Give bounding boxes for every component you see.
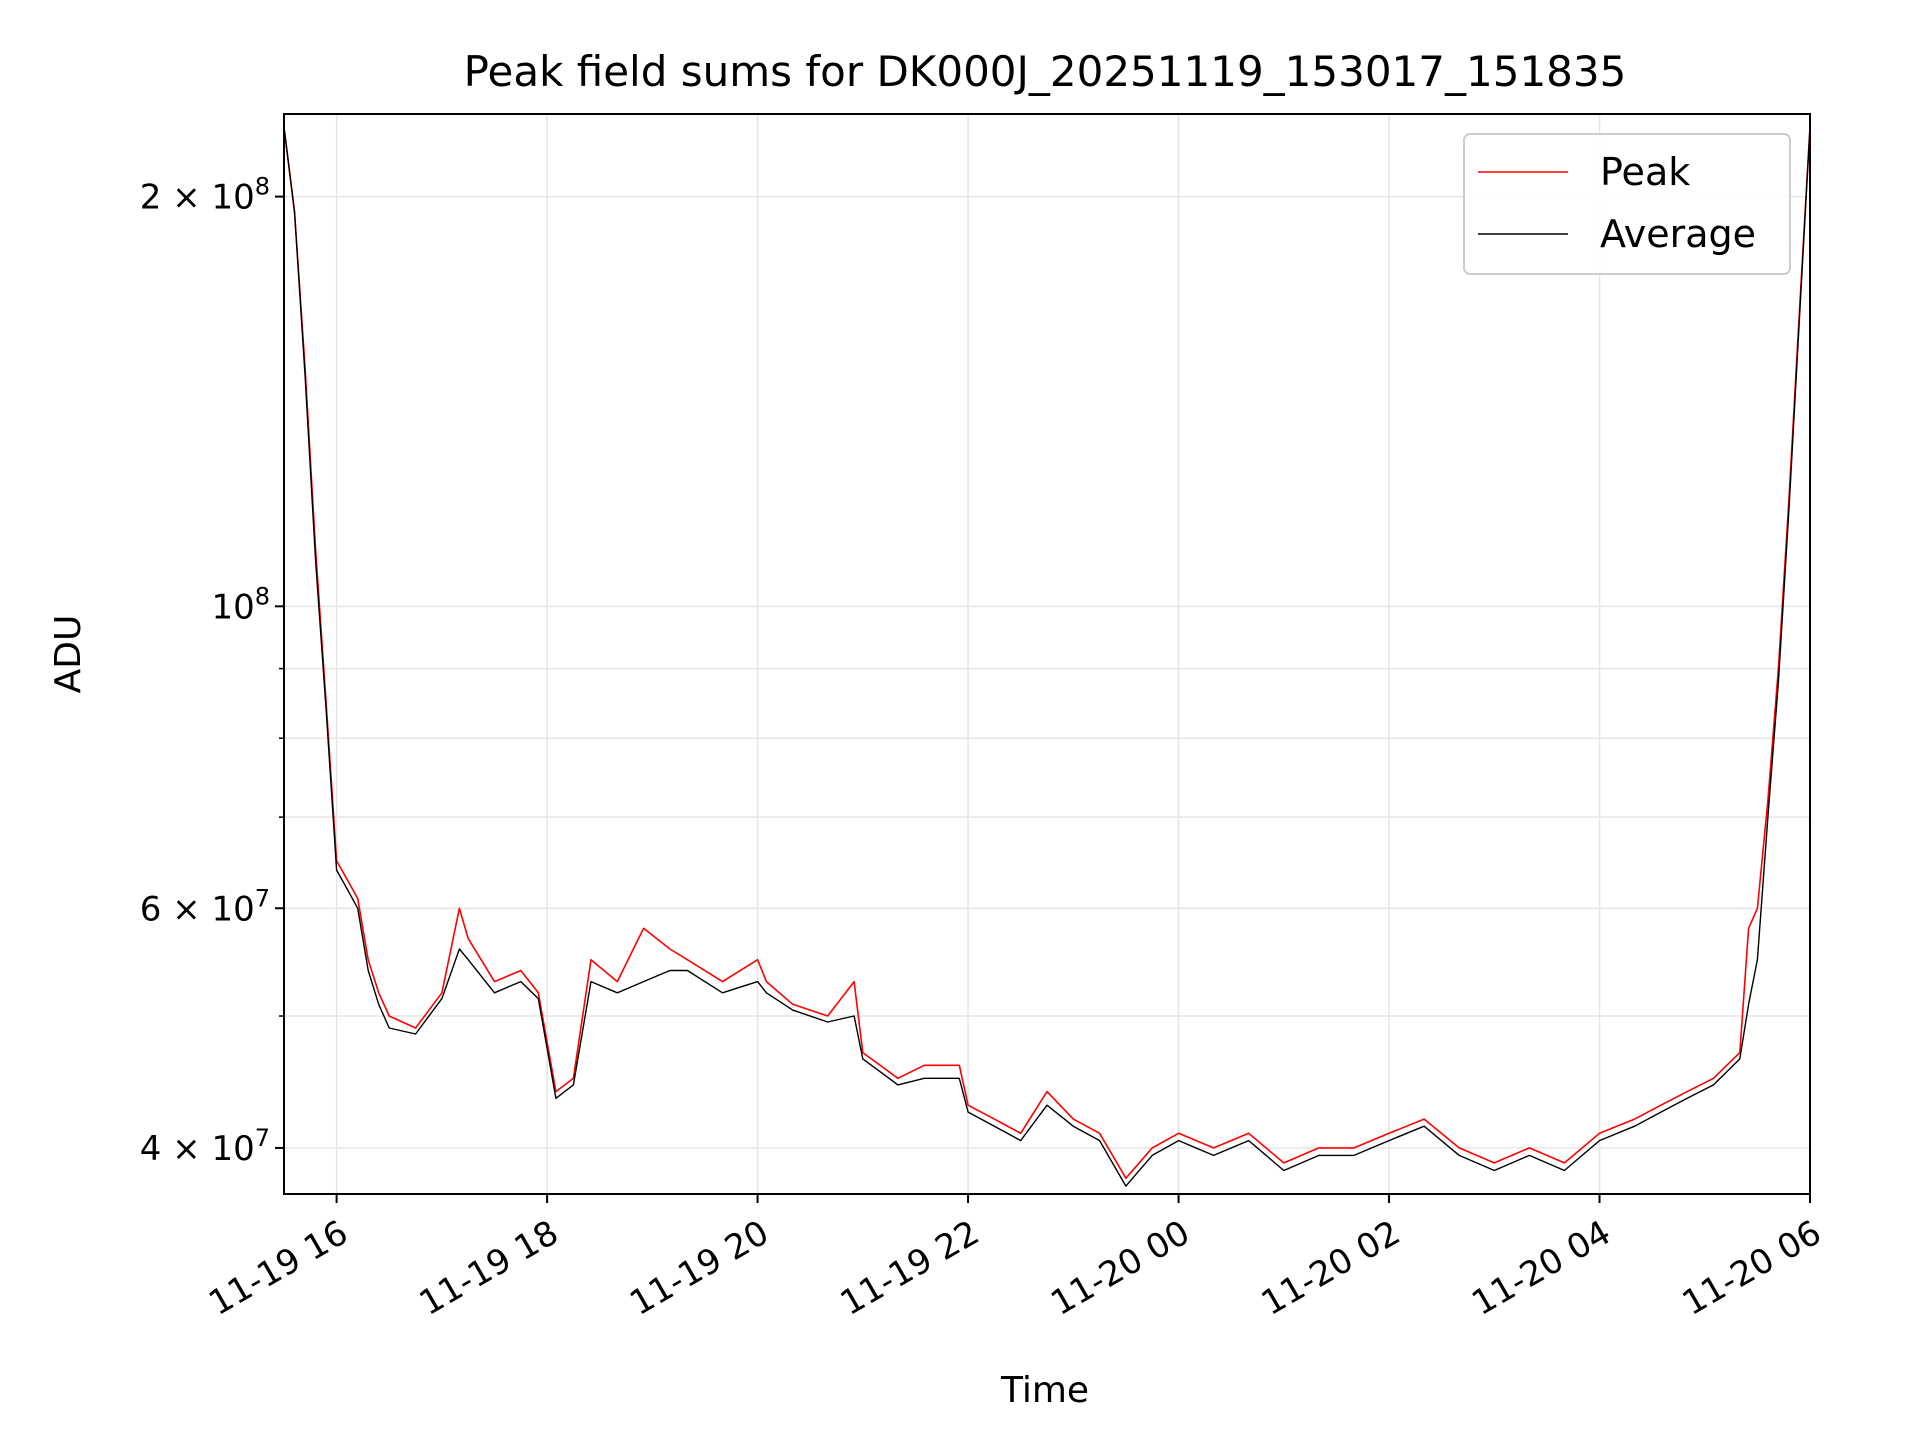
x-tick-label: 11-19 16	[202, 1213, 354, 1324]
y-axis-label: ADU	[48, 615, 89, 694]
y-tick-label: 2 × 108	[140, 173, 270, 218]
legend-label-peak: Peak	[1600, 150, 1690, 194]
x-tick-label: 11-20 04	[1465, 1213, 1617, 1324]
y-axis: 4 × 107 6 × 107 108 2 × 108	[140, 173, 284, 1169]
x-tick-label: 11-19 18	[413, 1213, 565, 1324]
x-tick-label: 11-19 22	[834, 1213, 986, 1324]
y-tick-label: 4 × 107	[140, 1124, 270, 1169]
x-tick-label: 11-20 06	[1676, 1213, 1828, 1324]
plot-frame	[283, 113, 1811, 1195]
series-line-peak	[283, 126, 1811, 1179]
series-line-average	[283, 126, 1811, 1187]
x-tick-label: 11-20 00	[1044, 1213, 1196, 1324]
x-axis-label: Time	[1000, 1370, 1089, 1411]
x-tick-label: 11-19 20	[623, 1213, 775, 1324]
legend: Peak Average	[1463, 133, 1791, 275]
plot-series	[283, 126, 1811, 1187]
x-tick-label: 11-20 02	[1255, 1213, 1407, 1324]
y-tick-label: 108	[211, 582, 270, 627]
grid	[284, 114, 1811, 1194]
y-tick-label: 6 × 107	[140, 884, 270, 929]
x-axis: 11-19 16 11-19 18 11-19 20 11-19 22 11-20 00…	[202, 1194, 1828, 1324]
chart-title: Peak field sums for DK000J_20251119_1530…	[464, 47, 1627, 96]
legend-box	[1463, 133, 1791, 275]
legend-label-average: Average	[1600, 212, 1756, 256]
